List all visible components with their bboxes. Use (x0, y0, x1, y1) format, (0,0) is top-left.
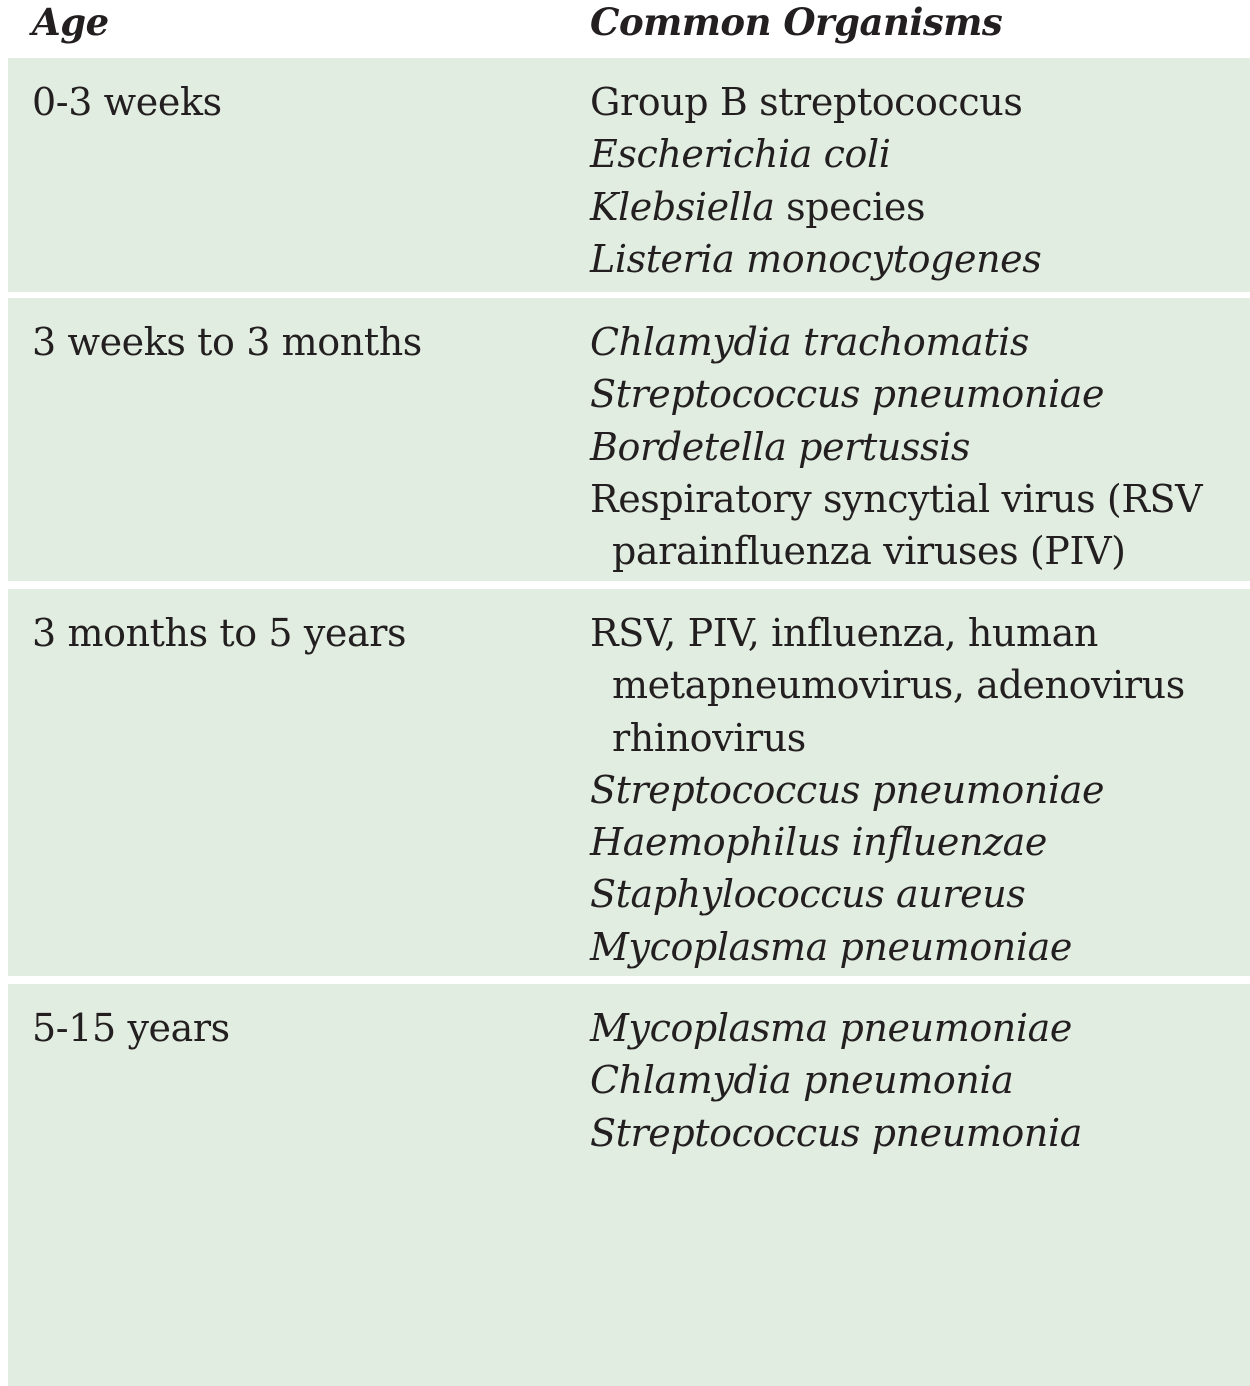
table-row: 5-15 years Mycoplasma pneumoniae Chlamyd… (8, 984, 1250, 1386)
age-cell: 3 months to 5 years (32, 611, 407, 655)
organism-item: Mycoplasma pneumoniae (590, 1006, 1072, 1050)
organism-list: Mycoplasma pneumoniae Chlamydia pneumoni… (590, 1002, 1082, 1159)
organism-item: Bordetella pertussis (590, 424, 970, 469)
organisms-column-header: Common Organisms (590, 0, 1003, 44)
organism-list: Chlamydia trachomatis Streptococcus pneu… (590, 316, 1203, 577)
organism-item: Streptococcus pneumoniae (590, 767, 1105, 812)
table-header: Age Common Organisms (0, 0, 1250, 56)
age-column-header: Age (32, 0, 109, 44)
organism-item: RSV, PIV, influenza, human (590, 611, 1098, 655)
organism-item: Escherichia coli (590, 132, 891, 177)
organism-item: Chlamydia trachomatis (590, 320, 1030, 364)
organism-item: Streptococcus pneumoniae (590, 372, 1105, 417)
table-row: 0-3 weeks Group B streptococcus Escheric… (8, 58, 1250, 292)
table-row: 3 weeks to 3 months Chlamydia trachomati… (8, 298, 1250, 581)
organism-item: Listeria monocytogenes (590, 236, 1042, 281)
organism-item: Chlamydia pneumonia (590, 1058, 1014, 1103)
organism-item: Respiratory syncytial virus (RSV (590, 476, 1203, 521)
organism-item: Staphylococcus aureus (590, 872, 1026, 917)
organism-item: rhinovirus (612, 715, 806, 760)
organism-item: Mycoplasma pneumoniae (590, 924, 1072, 969)
organism-list: Group B streptococcus Escherichia coli K… (590, 76, 1042, 285)
age-cell: 5-15 years (32, 1006, 230, 1050)
organism-item: Group B streptococcus (590, 80, 1023, 124)
organism-item: Klebsiella species (590, 184, 926, 229)
table-row: 3 months to 5 years RSV, PIV, influenza,… (8, 589, 1250, 976)
organism-item: parainfluenza viruses (PIV) (612, 529, 1126, 574)
age-cell: 3 weeks to 3 months (32, 320, 422, 364)
organism-list: RSV, PIV, influenza, human metapneumovir… (590, 607, 1185, 973)
organism-item: Haemophilus influenzae (590, 820, 1047, 865)
age-cell: 0-3 weeks (32, 80, 222, 124)
organism-item: metapneumovirus, adenovirus (612, 663, 1185, 708)
organism-item: Streptococcus pneumonia (590, 1110, 1082, 1155)
